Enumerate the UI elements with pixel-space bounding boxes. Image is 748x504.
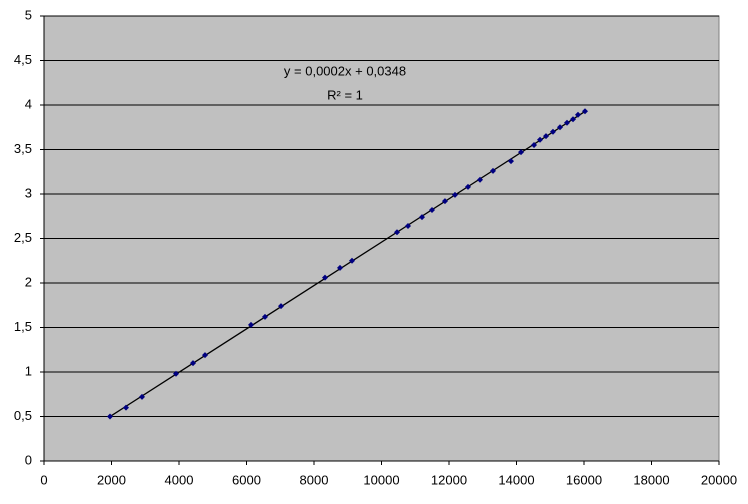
y-tick-label: 4 bbox=[25, 96, 32, 111]
y-tick-label: 4,5 bbox=[14, 52, 32, 67]
y-tick-label: 5 bbox=[25, 7, 32, 22]
point bbox=[428, 207, 435, 214]
x-tick-label: 8000 bbox=[300, 472, 329, 487]
point bbox=[190, 360, 197, 367]
point bbox=[123, 404, 130, 411]
y-tick-label: 1 bbox=[25, 363, 32, 378]
point bbox=[507, 158, 514, 165]
point bbox=[349, 257, 356, 264]
x-tick-label: 6000 bbox=[232, 472, 261, 487]
x-tick-label: 2000 bbox=[97, 472, 126, 487]
point bbox=[563, 119, 570, 126]
point bbox=[569, 116, 576, 123]
x-tick-label: 20000 bbox=[701, 472, 737, 487]
point bbox=[531, 142, 538, 149]
x-tick-label: 10000 bbox=[363, 472, 399, 487]
point bbox=[404, 223, 411, 230]
point bbox=[139, 393, 146, 400]
trend-equation: y = 0,0002x + 0,0348 bbox=[284, 63, 406, 78]
point bbox=[542, 133, 549, 140]
x-tick-label: 4000 bbox=[165, 472, 194, 487]
x-tick-label: 14000 bbox=[498, 472, 534, 487]
y-tick-label: 1,5 bbox=[14, 319, 32, 334]
point bbox=[336, 264, 343, 271]
y-tick-label: 0 bbox=[25, 452, 32, 467]
point bbox=[172, 370, 179, 377]
point bbox=[477, 176, 484, 183]
y-tick-label: 3,5 bbox=[14, 141, 32, 156]
point bbox=[419, 214, 425, 221]
r-squared: R² = 1 bbox=[327, 87, 363, 102]
x-tick-label: 18000 bbox=[633, 472, 669, 487]
point bbox=[393, 229, 400, 236]
point bbox=[557, 124, 564, 131]
point bbox=[247, 321, 254, 328]
y-tick-label: 0,5 bbox=[14, 408, 32, 423]
point bbox=[277, 303, 284, 310]
y-tick-label: 3 bbox=[25, 185, 32, 200]
x-tick-label: 12000 bbox=[431, 472, 467, 487]
point bbox=[107, 413, 114, 420]
point bbox=[441, 198, 448, 205]
point bbox=[322, 274, 329, 281]
y-tick-label: 2,5 bbox=[14, 230, 32, 245]
x-tick-label: 0 bbox=[40, 472, 47, 487]
point bbox=[465, 183, 472, 190]
x-tick-label: 16000 bbox=[566, 472, 602, 487]
point bbox=[536, 136, 543, 143]
point bbox=[490, 167, 497, 174]
point bbox=[452, 191, 459, 198]
point bbox=[549, 128, 556, 135]
trendline bbox=[109, 110, 586, 418]
point bbox=[201, 352, 208, 359]
point bbox=[582, 108, 589, 115]
point bbox=[574, 111, 581, 118]
point bbox=[517, 149, 524, 156]
y-tick-label: 2 bbox=[25, 274, 32, 289]
point bbox=[261, 313, 268, 320]
